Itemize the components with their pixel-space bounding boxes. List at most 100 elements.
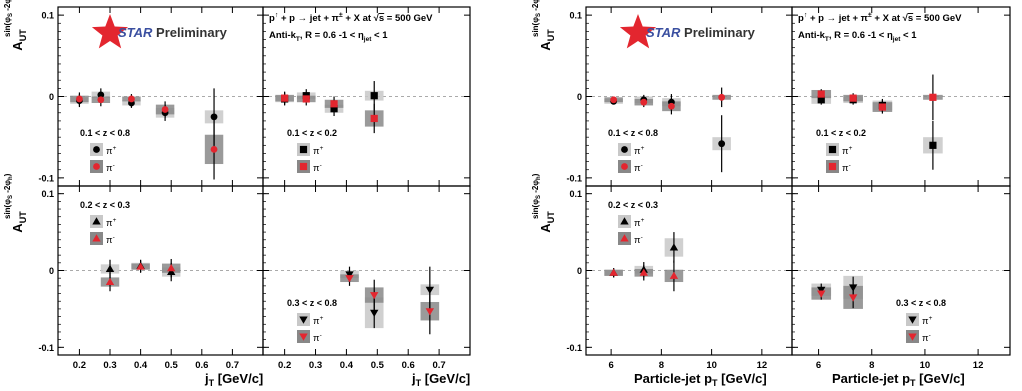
x-tick-label: 12 bbox=[973, 360, 984, 371]
x-title-unit: [GeV/c] bbox=[421, 371, 470, 386]
algo-part: Anti-k bbox=[798, 30, 826, 41]
z-range-label: 0.2 < z < 0.3 bbox=[80, 200, 130, 210]
legend-label-pi-minus: π- bbox=[106, 162, 115, 174]
y-sup-part: h bbox=[536, 176, 542, 180]
reaction-label: p↑ + p → jet + π± + X at √s = 500 GeV bbox=[269, 12, 433, 24]
reaction-sup: ↑ bbox=[804, 12, 808, 19]
star-logo-icon bbox=[91, 14, 129, 49]
y-sup-part: S bbox=[536, 13, 542, 17]
panel-bottom-left: -0.1 0 0.1 6 8 10 12 bbox=[566, 185, 793, 371]
legend-text: π bbox=[313, 146, 320, 157]
legend-marker-pi-minus bbox=[828, 162, 837, 171]
legend-label-pi-plus: π+ bbox=[922, 315, 933, 327]
legend-text: π bbox=[106, 218, 113, 229]
legend-sup: + bbox=[849, 145, 853, 152]
z-range-label: 0.1 < z < 0.2 bbox=[287, 128, 337, 138]
x-title-unit: [GeV/c] bbox=[718, 371, 767, 386]
x-tick-label: 8 bbox=[869, 360, 874, 371]
panel-bottom-right: 0.2 0.3 0.4 0.5 0.6 0.7 bbox=[262, 185, 471, 371]
x-tick-label: 0.5 bbox=[165, 360, 179, 371]
star-logo-name: STAR bbox=[118, 25, 153, 40]
z-range-label: 0.2 < z < 0.3 bbox=[608, 200, 658, 210]
reaction-part: + X at √ bbox=[872, 13, 909, 24]
legend-text: π bbox=[634, 235, 641, 246]
data-point-pi-plus bbox=[718, 140, 726, 148]
y-axis-title: AUT bbox=[538, 29, 556, 51]
legend-sup: - bbox=[320, 332, 322, 339]
y-title-main: A bbox=[538, 41, 553, 51]
reaction-part: + p → jet + π bbox=[278, 13, 339, 24]
y-sup-part: sin(φ bbox=[531, 17, 540, 37]
y-title-sub: UT bbox=[546, 211, 556, 223]
legend-marker-pi-minus bbox=[620, 234, 629, 242]
algo-part: Anti-k bbox=[269, 30, 297, 41]
legend-text: π bbox=[106, 235, 113, 246]
algo-sub: jet bbox=[363, 36, 372, 43]
legend-marker-pi-plus bbox=[299, 316, 308, 324]
legend-sup: - bbox=[641, 234, 643, 241]
y-title-sub: UT bbox=[18, 211, 28, 223]
y-title-sub: UT bbox=[546, 29, 556, 41]
legend-marker-pi-minus bbox=[299, 162, 308, 171]
z-range-label: 0.1 < z < 0.8 bbox=[608, 128, 658, 138]
x-title-sub: T bbox=[910, 378, 916, 388]
legend-text: π bbox=[634, 146, 641, 157]
legend-sup: + bbox=[641, 145, 645, 152]
x-title-unit: [GeV/c] bbox=[214, 371, 263, 386]
data-point-pi-minus bbox=[167, 263, 176, 272]
y-tick-label: 0.1 bbox=[41, 11, 54, 21]
panel-top-right bbox=[791, 6, 1011, 187]
legend-text: π bbox=[313, 163, 320, 174]
algo-part: , R = 0.6 -1 < η bbox=[300, 30, 364, 41]
y-tick-label: 0.1 bbox=[569, 189, 582, 199]
y-sup-part: S bbox=[536, 195, 542, 199]
data-point-pi-plus bbox=[210, 113, 218, 121]
y-tick-label: -0.1 bbox=[566, 173, 582, 183]
legend-marker-pi-minus bbox=[299, 333, 308, 341]
data-point-pi-plus bbox=[929, 141, 937, 149]
legend-label-pi-minus: π- bbox=[106, 234, 115, 246]
data-point-pi-plus bbox=[105, 264, 115, 272]
data-point-pi-plus bbox=[669, 243, 679, 251]
x-tick-label: 0.4 bbox=[340, 360, 354, 371]
x-title-main: j bbox=[411, 371, 416, 386]
reaction-part: p bbox=[798, 13, 804, 24]
legend-label-pi-minus: π- bbox=[922, 332, 931, 344]
legend-sup: - bbox=[320, 162, 322, 169]
legend-text: π bbox=[634, 163, 641, 174]
data-point-pi-minus bbox=[817, 290, 826, 298]
star-logo-status: Preliminary bbox=[152, 25, 227, 40]
x-title-sub: T bbox=[416, 378, 422, 388]
legend-sup: - bbox=[849, 162, 851, 169]
data-point-pi-minus bbox=[878, 103, 886, 111]
algo-part: , R = 0.6 -1 < η bbox=[829, 30, 893, 41]
data-point-pi-minus bbox=[640, 98, 648, 106]
y-sup-part: -2φ bbox=[3, 180, 12, 195]
x-title-main: j bbox=[204, 371, 209, 386]
reaction-sqrt-s: s bbox=[908, 13, 913, 24]
data-point-pi-minus bbox=[370, 292, 379, 300]
data-point-pi-plus bbox=[817, 96, 825, 104]
panel-top-right bbox=[262, 6, 471, 187]
x-tick-label: 10 bbox=[706, 360, 717, 371]
x-tick-label: 10 bbox=[920, 360, 931, 371]
data-point-pi-minus bbox=[330, 100, 338, 108]
legend-text: π bbox=[922, 333, 929, 344]
z-range-label: 0.1 < z < 0.2 bbox=[816, 128, 866, 138]
y-axis-title: AUT bbox=[10, 29, 28, 51]
legend-label-pi-plus: π+ bbox=[842, 145, 853, 157]
z-range-label: 0.3 < z < 0.8 bbox=[896, 298, 946, 308]
x-tick-label: 0.3 bbox=[309, 360, 322, 371]
y-axis-title-sup: sin(φS -2φh) bbox=[531, 0, 542, 37]
data-point-pi-minus bbox=[425, 308, 435, 316]
x-title-sub: T bbox=[209, 378, 215, 388]
y-axis-title-sup: sin(φS -2φh) bbox=[3, 173, 14, 219]
data-point-pi-minus bbox=[609, 268, 618, 276]
x-tick-label: 0.5 bbox=[371, 360, 385, 371]
star-logo-status: Preliminary bbox=[680, 25, 755, 40]
data-point-pi-minus bbox=[302, 95, 310, 103]
y-sup-part: sin(φ bbox=[3, 199, 12, 219]
reaction-part: p bbox=[269, 13, 275, 24]
legend-marker-pi-plus bbox=[908, 316, 917, 324]
data-point-pi-minus bbox=[370, 114, 378, 123]
